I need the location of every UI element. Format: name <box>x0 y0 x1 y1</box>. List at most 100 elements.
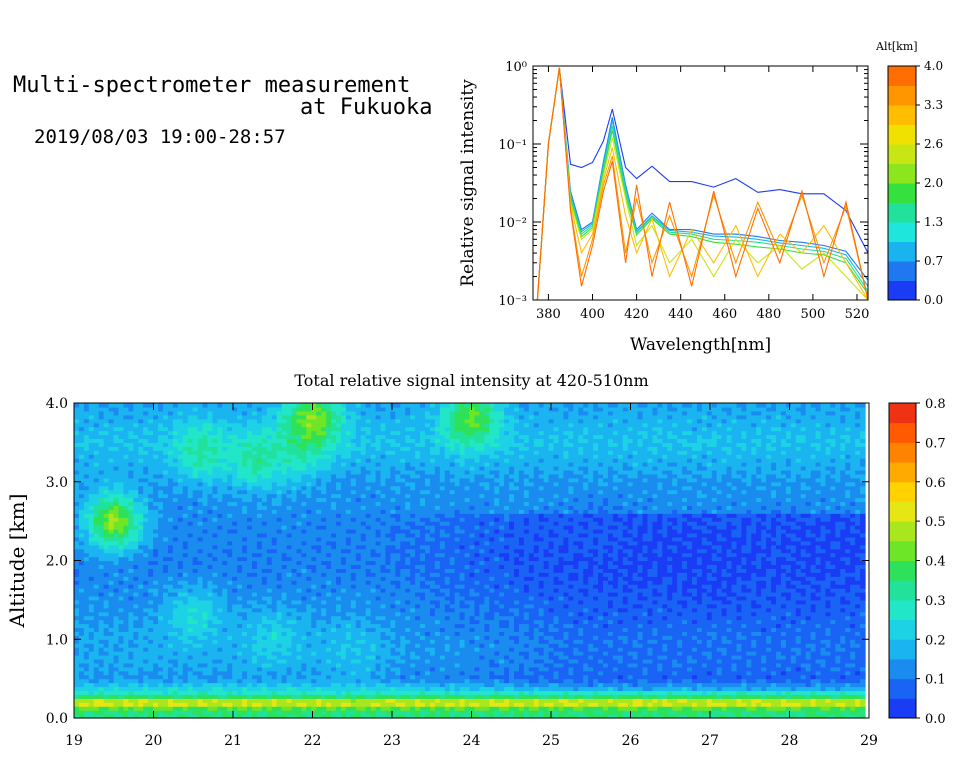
heatmap-cell <box>321 619 327 625</box>
heatmap-cell <box>182 611 189 617</box>
heatmap-cell <box>83 698 90 703</box>
heatmap-cell <box>321 513 327 518</box>
heatmap-cell <box>355 603 362 609</box>
heatmap-cell <box>311 446 317 451</box>
heatmap-cell <box>311 607 317 613</box>
heatmap-cell <box>222 536 228 542</box>
heatmap-cell <box>266 611 273 617</box>
heatmap-cell <box>306 509 312 514</box>
heatmap-cell <box>365 702 372 707</box>
heatmap-cell <box>345 466 352 471</box>
heatmap-cell <box>316 619 322 625</box>
heatmap-cell <box>355 544 362 550</box>
heatmap-cell <box>192 635 199 640</box>
heatmap-cell <box>340 655 347 660</box>
heatmap-cell <box>355 643 362 648</box>
heatmap-cell <box>370 552 377 558</box>
heatmap-cell <box>217 568 223 573</box>
heatmap-cell <box>340 651 347 656</box>
heatmap-cell <box>192 501 199 506</box>
heatmap-cell <box>197 603 204 609</box>
heatmap-cell <box>177 647 184 652</box>
heatmap-cell <box>197 544 204 550</box>
heatmap-cell <box>143 560 149 566</box>
heatmap-cell <box>202 658 209 664</box>
heatmap-cell <box>222 607 228 613</box>
heatmap-cell <box>350 662 357 668</box>
heatmap-cell <box>108 489 115 495</box>
heatmap-cell <box>153 454 159 459</box>
heatmap-cell <box>172 434 179 440</box>
heatmap-cell <box>326 446 332 451</box>
heatmap-cell <box>271 517 278 522</box>
heatmap-cell <box>286 485 293 491</box>
heatmap-cell <box>103 450 110 455</box>
heatmap-cell <box>311 426 317 432</box>
heatmap-cell <box>153 706 159 711</box>
heatmap-cell <box>153 584 159 589</box>
heatmap-cell <box>202 690 209 695</box>
heatmap-cell <box>355 674 362 680</box>
heatmap-cell <box>345 580 352 585</box>
heatmap-cell <box>306 651 312 656</box>
heatmap-cell <box>212 410 218 416</box>
heatmap-cell <box>103 639 110 644</box>
heatmap-cell <box>197 552 204 558</box>
heatmap-cell <box>98 658 105 664</box>
heatmap-cell <box>202 438 209 443</box>
heatmap-cell <box>306 532 312 538</box>
heatmap-cell <box>108 631 115 636</box>
heatmap-cell <box>321 682 327 688</box>
heatmap-cell <box>167 584 174 589</box>
heatmap-cell <box>321 615 327 621</box>
heatmap-cell <box>276 442 283 447</box>
heatmap-cell <box>74 513 80 518</box>
heatmap-cell <box>316 517 322 522</box>
heatmap-cell <box>301 414 307 420</box>
heatmap-cell <box>83 592 90 597</box>
heatmap-cell <box>222 414 228 420</box>
heatmap-cell <box>113 592 120 597</box>
heatmap-cell <box>138 426 144 432</box>
heatmap-cell <box>158 568 164 573</box>
heatmap-cell <box>78 446 85 451</box>
heatmap-cell <box>261 493 268 499</box>
heatmap-cell <box>365 406 372 412</box>
heatmap-cell <box>172 584 179 589</box>
heatmap-cell <box>271 666 278 672</box>
heatmap-cell <box>296 666 303 672</box>
heatmap-cell <box>167 548 174 554</box>
heatmap-cell <box>306 481 312 487</box>
heatmap-cell <box>291 505 298 510</box>
heatmap-cell <box>261 655 268 660</box>
heatmap-cell <box>237 418 243 424</box>
heatmap-cell <box>311 438 317 443</box>
heatmap-cell <box>301 619 307 625</box>
heatmap-cell <box>148 694 154 699</box>
heatmap-cell <box>177 694 184 699</box>
heatmap-cell <box>321 403 327 408</box>
heatmap-cell <box>148 477 154 483</box>
heatmap-cell <box>306 588 312 593</box>
heatmap-cell <box>266 501 273 506</box>
heatmap-cell <box>306 426 312 432</box>
heatmap-cell <box>266 615 273 621</box>
heatmap-cell <box>311 544 317 550</box>
heatmap-cell <box>158 458 164 463</box>
heatmap-cell <box>247 485 253 491</box>
heatmap-cell <box>103 536 110 542</box>
heatmap-cell <box>251 615 258 621</box>
heatmap-cell <box>153 643 159 648</box>
heatmap-cell <box>74 450 80 455</box>
heatmap-cell <box>138 706 144 711</box>
heatmap-cell <box>98 532 105 538</box>
heatmap-cell <box>162 529 169 534</box>
heatmap-cell <box>118 662 125 668</box>
heatmap-cell <box>182 521 189 526</box>
heatmap-cell <box>182 568 189 573</box>
heatmap-cell <box>336 505 342 510</box>
heatmap-cell <box>261 469 268 475</box>
heatmap-cell <box>128 422 134 428</box>
heatmap-cell <box>237 599 243 605</box>
heatmap-cell <box>227 588 233 593</box>
